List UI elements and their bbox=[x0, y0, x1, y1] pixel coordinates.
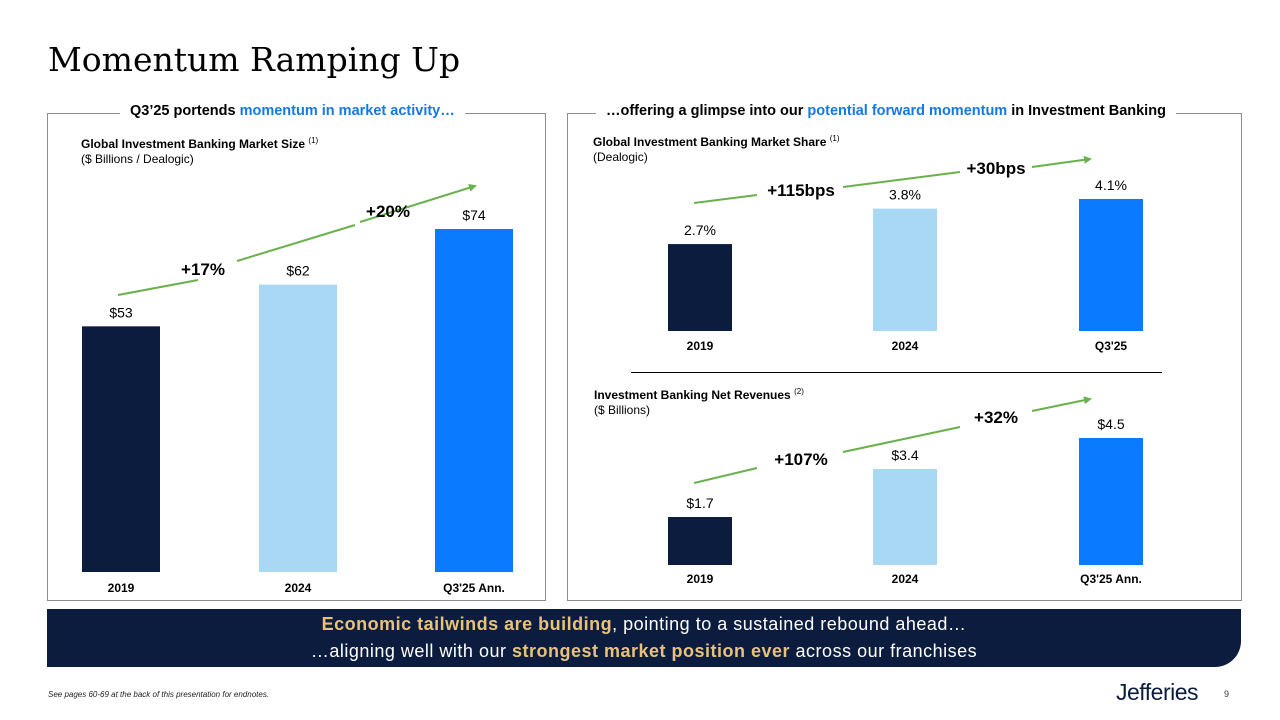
market_size-value-label-0: $53 bbox=[109, 304, 133, 320]
market_size-growth-label-0: +17% bbox=[181, 260, 225, 279]
net_revenues-growth-line-1 bbox=[842, 426, 961, 453]
market_share-value-label-0: 2.7% bbox=[684, 222, 716, 238]
market-size-subtitle: ($ Billions / Dealogic) bbox=[81, 152, 194, 166]
net_revenues-value-label-1: $3.4 bbox=[891, 447, 918, 463]
left-header-accent: momentum in market activity… bbox=[239, 103, 455, 119]
chart-divider bbox=[631, 372, 1162, 373]
net_revenues-value-label-0: $1.7 bbox=[686, 495, 713, 511]
market_size-category-label-1: 2024 bbox=[285, 581, 312, 595]
net-revenues-subtitle: ($ Billions) bbox=[594, 403, 651, 417]
market_size-bar-2 bbox=[435, 229, 513, 572]
market_share-bar-1 bbox=[873, 208, 937, 331]
market_size-bar-1 bbox=[259, 284, 337, 572]
market_share-bar-2 bbox=[1079, 199, 1143, 331]
page-number: 9 bbox=[1224, 689, 1230, 699]
market_share-growth-arrow bbox=[1031, 155, 1092, 168]
net_revenues-category-label-2: Q3'25 Ann. bbox=[1080, 572, 1142, 586]
market_size-growth-line-0 bbox=[117, 279, 199, 296]
net_revenues-growth-label-0: +107% bbox=[774, 450, 827, 469]
banner-line-1: Economic tailwinds are building, pointin… bbox=[321, 614, 967, 634]
market_share-category-label-2: Q3'25 bbox=[1095, 339, 1128, 353]
banner-line-2: …aligning well with our strongest market… bbox=[310, 641, 978, 661]
net_revenues-growth-line-0 bbox=[693, 467, 758, 484]
right-header-accent: potential forward momentum bbox=[807, 103, 1008, 119]
market-share-title: Global Investment Banking Market Share (… bbox=[593, 134, 840, 149]
right-header-post: in Investment Banking bbox=[1007, 103, 1166, 119]
market_share-bar-0 bbox=[668, 244, 732, 331]
net_revenues-bar-2 bbox=[1079, 438, 1143, 565]
net_revenues-bar-1 bbox=[873, 469, 937, 565]
net_revenues-bar-0 bbox=[668, 517, 732, 565]
net_revenues-category-label-1: 2024 bbox=[892, 572, 919, 586]
net_revenues-category-label-0: 2019 bbox=[687, 572, 714, 586]
left-panel-header: Q3’25 portends momentum in market activi… bbox=[120, 103, 465, 119]
market_size-bar-0 bbox=[82, 326, 160, 572]
market_size-value-label-1: $62 bbox=[286, 263, 310, 279]
market_share-growth-label-1: +30bps bbox=[966, 159, 1025, 178]
market_size-growth-arrow bbox=[359, 183, 477, 223]
endnotes-footnote: See pages 60-69 at the back of this pres… bbox=[48, 690, 270, 699]
right-panel-header: …offering a glimpse into our potential f… bbox=[596, 103, 1176, 119]
net_revenues-value-label-2: $4.5 bbox=[1097, 416, 1124, 432]
page-title: Momentum Ramping Up bbox=[48, 40, 461, 79]
net_revenues-growth-arrow bbox=[1031, 396, 1092, 412]
market_share-value-label-1: 3.8% bbox=[889, 187, 921, 203]
market_size-value-label-2: $74 bbox=[462, 207, 486, 223]
market_share-category-label-0: 2019 bbox=[687, 339, 714, 353]
market_size-growth-line-1 bbox=[236, 224, 356, 262]
market_share-category-label-1: 2024 bbox=[892, 339, 919, 353]
market_share-value-label-2: 4.1% bbox=[1095, 177, 1127, 193]
market_share-growth-line-0 bbox=[693, 194, 758, 204]
market_size-category-label-2: Q3'25 Ann. bbox=[443, 581, 505, 595]
left-header-text: Q3’25 portends bbox=[130, 103, 240, 119]
market-size-title: Global Investment Banking Market Size (1… bbox=[81, 136, 319, 151]
market_size-growth-label-1: +20% bbox=[366, 202, 410, 221]
market_share-growth-line-1 bbox=[842, 171, 961, 188]
right-header-text: …offering a glimpse into our bbox=[606, 103, 808, 119]
market-share-subtitle: (Dealogic) bbox=[593, 150, 648, 164]
market_share-growth-label-0: +115bps bbox=[767, 181, 835, 200]
net_revenues-growth-label-1: +32% bbox=[974, 408, 1018, 427]
market_size-category-label-0: 2019 bbox=[108, 581, 135, 595]
takeaway-banner: Economic tailwinds are building, pointin… bbox=[47, 609, 1241, 667]
net-revenues-title: Investment Banking Net Revenues (2) bbox=[594, 387, 804, 402]
jefferies-logo: Jefferies bbox=[1116, 679, 1199, 705]
